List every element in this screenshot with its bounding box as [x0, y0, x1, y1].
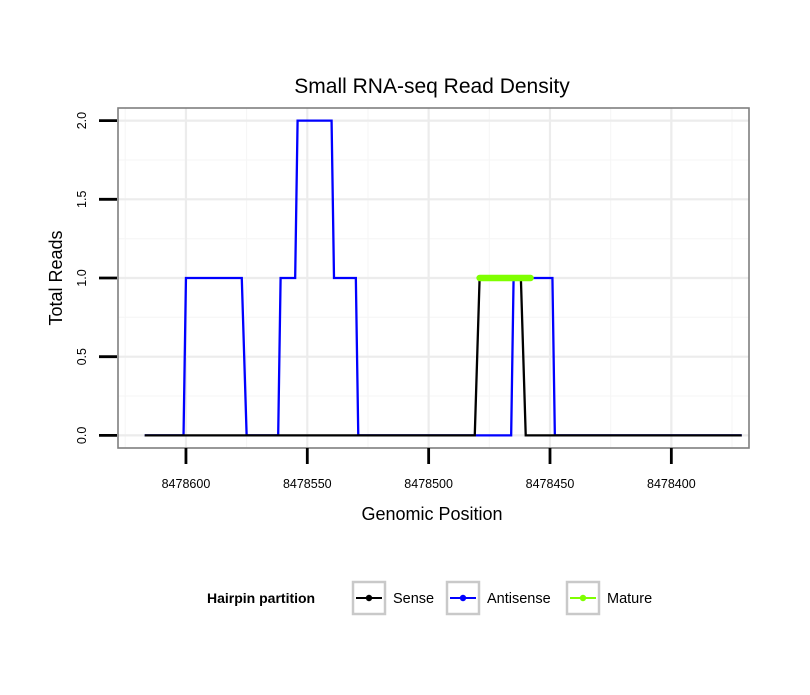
y-tick-label: 1.5	[75, 191, 89, 208]
axes: 8478600 8478550 8478500 8478450 8478400 0.0 0.…	[75, 112, 696, 491]
y-axis-title: Total Reads	[46, 230, 66, 325]
x-axis-title: Genomic Position	[361, 504, 502, 524]
legend-label: Sense	[393, 591, 434, 607]
chart-title: Small RNA-seq Read Density	[294, 75, 570, 98]
legend-title: Hairpin partition	[207, 590, 315, 606]
legend-label: Antisense	[487, 591, 551, 607]
x-tick-label: 8478600	[162, 477, 211, 491]
legend-item-mature: Mature	[565, 580, 652, 616]
y-tick-label: 0.0	[75, 427, 89, 444]
legend-key-dot	[459, 594, 467, 602]
series-lines	[144, 119, 742, 437]
x-tick-label: 8478550	[283, 477, 332, 491]
y-tick-label: 1.0	[75, 269, 89, 286]
plot-panel-border	[117, 107, 750, 449]
x-tick-label: 8478450	[526, 477, 575, 491]
y-tick-label: 0.5	[75, 348, 89, 365]
legend-key-dot	[579, 594, 587, 602]
x-tick-label: 8478500	[404, 477, 453, 491]
legend-item-sense: Sense	[351, 580, 434, 616]
legend: Hairpin partition Sense Antisense Mature	[207, 580, 652, 616]
legend-item-antisense: Antisense	[445, 580, 551, 616]
legend-key-dot	[365, 594, 373, 602]
legend-label: Mature	[607, 591, 652, 607]
y-tick-label: 2.0	[75, 112, 89, 129]
x-tick-label: 8478400	[647, 477, 696, 491]
